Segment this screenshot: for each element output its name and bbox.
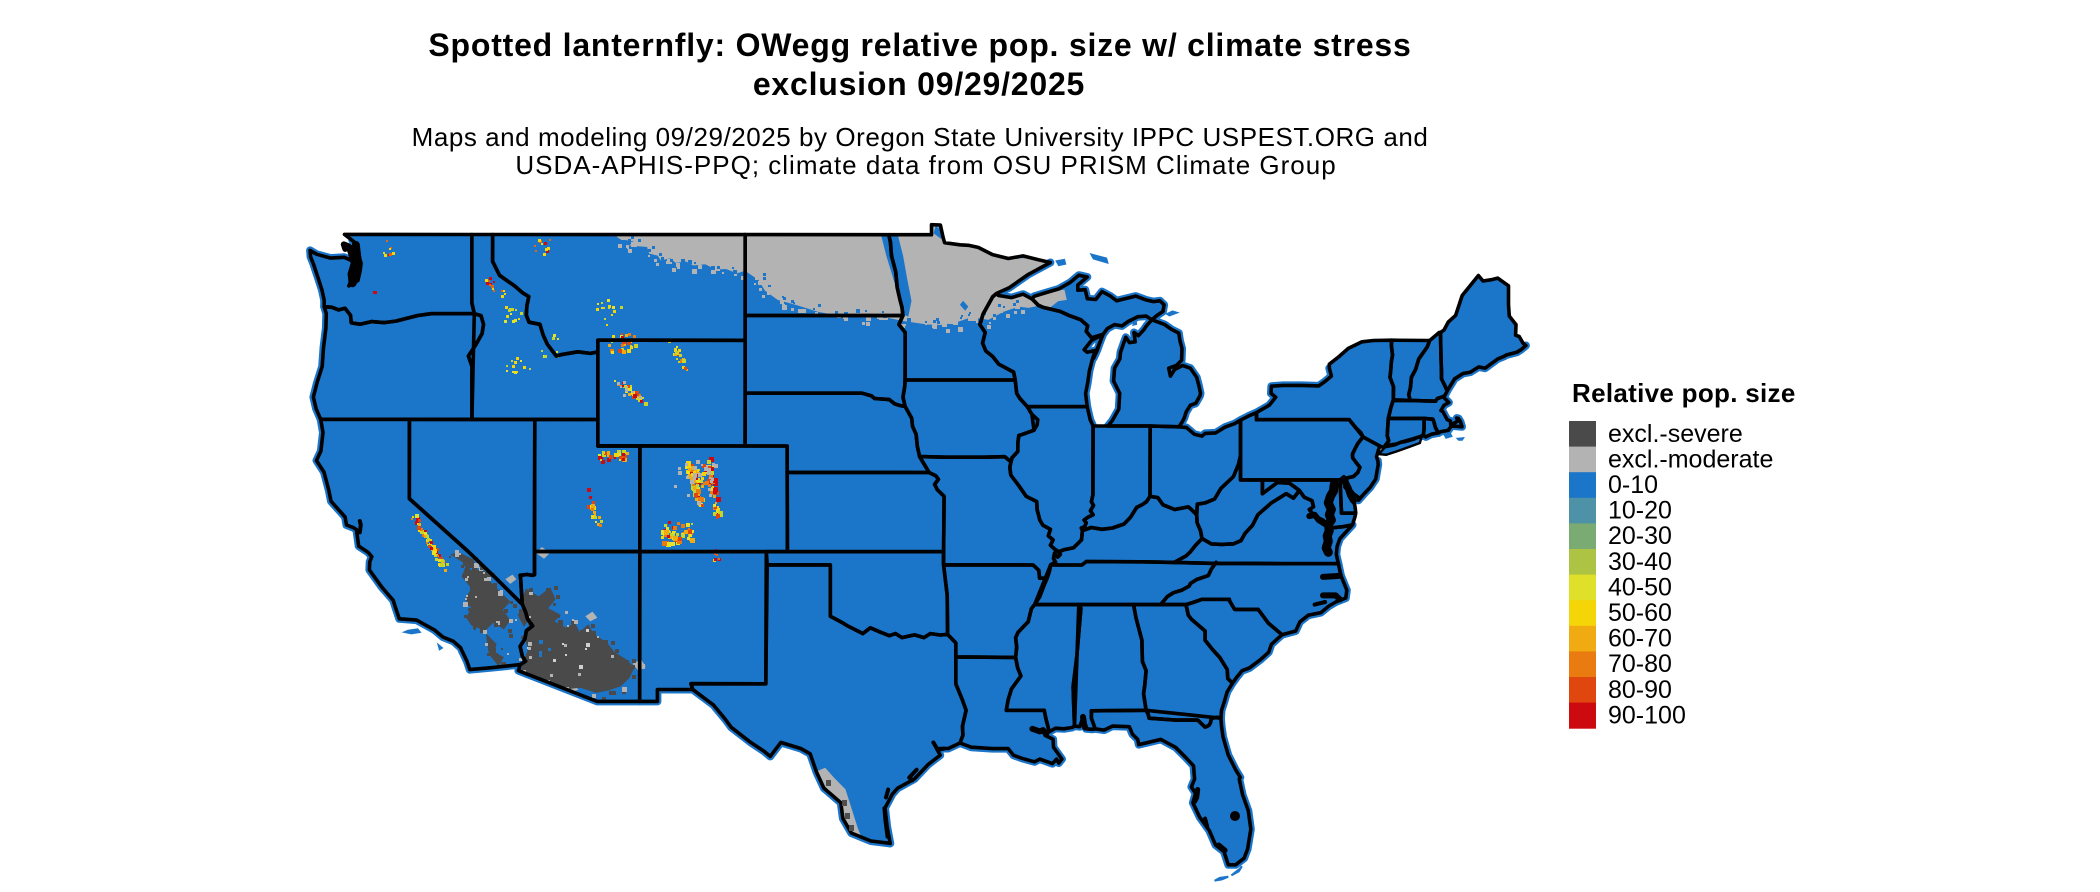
svg-text:10-20: 10-20: [1608, 497, 1672, 525]
svg-text:70-80: 70-80: [1608, 650, 1672, 678]
svg-text:60-70: 60-70: [1608, 625, 1672, 653]
svg-text:Relative pop. size: Relative pop. size: [1572, 378, 1796, 408]
svg-text:50-60: 50-60: [1608, 599, 1672, 627]
svg-text:excl.-moderate: excl.-moderate: [1608, 445, 1773, 473]
svg-text:0-10: 0-10: [1608, 471, 1658, 499]
svg-text:40-50: 40-50: [1608, 573, 1672, 601]
svg-text:80-90: 80-90: [1608, 676, 1672, 704]
svg-text:exclusion 09/29/2025: exclusion 09/29/2025: [753, 66, 1085, 102]
svg-text:excl.-severe: excl.-severe: [1608, 420, 1743, 448]
svg-text:USDA-APHIS-PPQ; climate data f: USDA-APHIS-PPQ; climate data from OSU PR…: [515, 150, 1336, 180]
svg-text:20-30: 20-30: [1608, 522, 1672, 550]
svg-text:Spotted lanternfly: OWegg rela: Spotted lanternfly: OWegg relative pop. …: [428, 27, 1411, 63]
svg-text:Maps and modeling 09/29/2025 b: Maps and modeling 09/29/2025 by Oregon S…: [412, 122, 1429, 152]
svg-text:90-100: 90-100: [1608, 701, 1686, 729]
svg-text:30-40: 30-40: [1608, 548, 1672, 576]
